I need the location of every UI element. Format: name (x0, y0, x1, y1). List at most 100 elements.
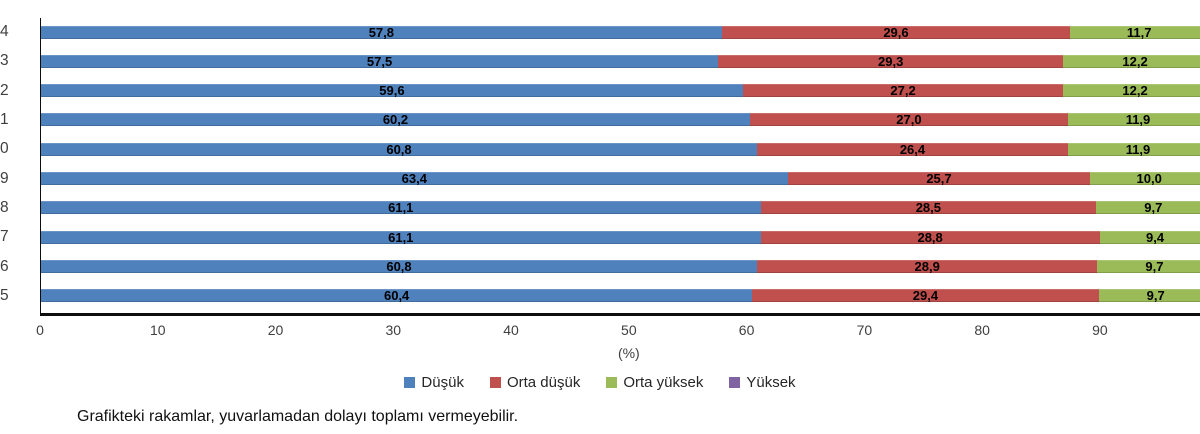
value-label-orta-yuksek: 9,7 (1144, 200, 1163, 216)
bar-row: 60,2 27,0 11,9 (41, 112, 1200, 128)
bar-segment-orta-dusuk (742, 84, 1064, 98)
legend-label-yuksek: Yüksek (746, 373, 796, 391)
bar-segment-dusuk (41, 25, 722, 39)
y-axis-label: 1 (0, 110, 9, 128)
value-label-orta-dusuk: 29,6 (883, 24, 909, 40)
bar-segment-orta-dusuk (757, 260, 1098, 274)
legend-label-dusuk: Düşük (421, 373, 464, 391)
bar-row: 57,5 29,3 12,2 (41, 53, 1200, 69)
value-label-dusuk: 60,4 (383, 288, 410, 304)
bar-segment-orta-dusuk (760, 230, 1100, 244)
x-tick-label: 0 (36, 322, 44, 338)
y-axis-label: 0 (0, 140, 9, 158)
value-label-orta-yuksek: 11,7 (1126, 24, 1152, 40)
legend-swatch-yuksek (729, 376, 741, 388)
legend-item-yuksek: Yüksek (729, 373, 796, 391)
bar-row: 59,6 27,2 12,2 (41, 83, 1200, 99)
y-axis-label: 4 (0, 23, 9, 40)
value-label-orta-dusuk: 28,8 (917, 229, 943, 245)
x-axis-ticks: 0 10 20 30 40 50 60 70 80 90 (0, 322, 1200, 340)
bar-segment-orta-dusuk (721, 25, 1071, 39)
value-label-orta-dusuk: 27,2 (890, 83, 916, 99)
bar-row: 57,8 29,6 11,7 (41, 24, 1200, 40)
bar-segment-dusuk (41, 54, 719, 68)
x-tick-label: 10 (149, 322, 166, 338)
bar-segment-orta-yuksek (1097, 260, 1200, 274)
bar-segment-orta-dusuk (718, 54, 1064, 68)
y-axis-label: 5 (0, 286, 9, 304)
value-label-orta-dusuk: 28,9 (914, 259, 940, 275)
bar-segment-dusuk (41, 172, 788, 186)
y-axis-label: 6 (0, 257, 9, 275)
value-label-dusuk: 57,8 (368, 24, 394, 40)
y-axis-label: 9 (0, 169, 9, 187)
bar-segment-dusuk (41, 113, 750, 127)
value-label-dusuk: 63,4 (401, 171, 427, 187)
plot-area: 57,8 29,6 11,7 57,5 29,3 12,2 59,6 27,2 12,2 60,2… (40, 18, 1200, 316)
y-axis-label: 3 (0, 52, 9, 70)
value-label-dusuk: 59,6 (379, 83, 405, 99)
value-label-orta-dusuk: 25,7 (926, 171, 952, 187)
value-label-orta-dusuk: 26,4 (899, 141, 926, 157)
x-tick-label: 40 (503, 322, 519, 338)
bar-segment-orta-yuksek (1099, 230, 1200, 244)
x-tick-label: 50 (621, 322, 637, 338)
bar-row: 60,8 28,9 9,7 (41, 259, 1200, 275)
value-label-dusuk: 60,2 (382, 112, 409, 128)
bar-segment-orta-yuksek (1096, 201, 1200, 215)
legend-item-dusuk: Düşük (404, 374, 464, 391)
value-label-orta-yuksek: 9,4 (1146, 229, 1165, 245)
value-label-orta-yuksek: 9,7 (1146, 288, 1165, 304)
y-axis-label: 7 (0, 228, 9, 246)
bar-row: 60,8 26,4 11,9 (41, 141, 1200, 157)
bar-segment-orta-yuksek (1063, 54, 1200, 68)
value-label-dusuk: 61,1 (388, 200, 414, 216)
value-label-dusuk: 60,8 (386, 259, 412, 275)
value-label-orta-yuksek: 11,9 (1125, 112, 1151, 128)
value-label-dusuk: 61,1 (388, 229, 414, 245)
x-tick-label: 90 (1092, 322, 1108, 338)
legend-item-orta-dusuk: Orta düşük (489, 373, 581, 391)
value-label-dusuk: 60,8 (386, 141, 412, 157)
y-axis-label: 2 (0, 81, 9, 99)
bar-segment-orta-dusuk (752, 289, 1099, 303)
x-tick-label: 20 (267, 322, 284, 338)
legend-swatch-orta-yuksek (606, 376, 618, 388)
value-label-orta-yuksek: 10,0 (1136, 171, 1162, 187)
legend-swatch-orta-dusuk (489, 376, 501, 388)
bar-segment-dusuk (41, 230, 761, 244)
value-label-orta-dusuk: 29,4 (912, 288, 939, 304)
bar-segment-dusuk (41, 201, 761, 215)
bar-segment-orta-dusuk (749, 113, 1068, 127)
bar-segment-orta-dusuk (760, 201, 1097, 215)
bar-segment-orta-dusuk (787, 172, 1091, 186)
bar-segment-orta-yuksek (1067, 142, 1200, 156)
bar-segment-dusuk (41, 260, 758, 274)
chart-footnote: Grafikteki rakamlar, yuvarlamadan dolayı… (77, 408, 519, 425)
value-label-orta-yuksek: 12,2 (1122, 83, 1148, 99)
bar-segment-orta-yuksek (1063, 84, 1200, 98)
bar-segment-orta-yuksek (1090, 172, 1200, 186)
legend-label-orta-dusuk: Orta düşük (506, 373, 581, 391)
value-label-orta-yuksek: 9,7 (1145, 259, 1164, 275)
value-label-orta-dusuk: 27,0 (896, 112, 922, 128)
x-tick-label: 80 (974, 322, 990, 338)
value-label-orta-dusuk: 28,5 (915, 200, 942, 216)
bar-segment-dusuk (41, 142, 758, 156)
value-label-orta-yuksek: 11,9 (1125, 141, 1151, 157)
value-label-orta-yuksek: 12,2 (1122, 53, 1148, 69)
bar-row: 61,1 28,5 9,7 (41, 200, 1200, 216)
value-label-orta-dusuk: 29,3 (878, 53, 904, 69)
x-tick-label: 70 (856, 322, 873, 338)
legend: Düşük Orta düşük Orta yüksek Yüksek (0, 372, 1200, 392)
bar-row: 61,1 28,8 9,4 (41, 229, 1200, 245)
bar-row: 63,4 25,7 10,0 (41, 171, 1200, 187)
bar-segment-orta-yuksek (1070, 25, 1200, 39)
bar-segment-dusuk (41, 289, 753, 303)
x-axis-title: (%) (617, 345, 640, 361)
bar-segment-orta-yuksek (1098, 289, 1200, 303)
bar-segment-dusuk (41, 84, 743, 98)
value-label-dusuk: 57,5 (366, 53, 393, 69)
